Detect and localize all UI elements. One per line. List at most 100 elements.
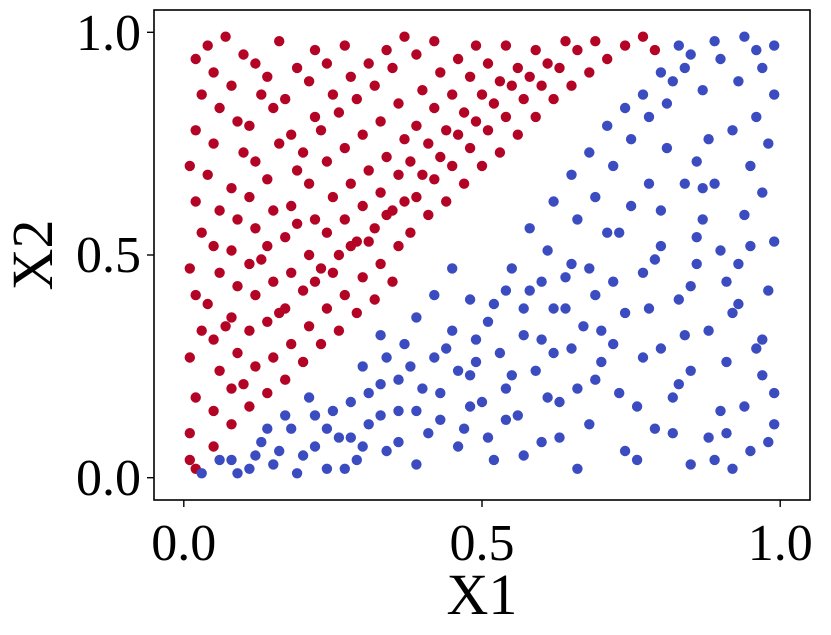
scatter-point bbox=[393, 405, 404, 417]
scatter-point bbox=[321, 463, 333, 474]
scatter-point bbox=[411, 191, 422, 203]
scatter-point bbox=[584, 67, 595, 78]
scatter-point bbox=[262, 387, 273, 399]
x-tick-label: 0.0 bbox=[151, 515, 216, 572]
scatter-point bbox=[411, 120, 422, 131]
scatter-point bbox=[226, 312, 237, 323]
scatter-point bbox=[482, 432, 494, 443]
scatter-point bbox=[494, 347, 506, 359]
scatter-point bbox=[375, 410, 386, 421]
scatter-point bbox=[220, 31, 231, 42]
scatter-point bbox=[530, 111, 541, 123]
scatter-point bbox=[232, 468, 243, 479]
scatter-point bbox=[757, 334, 768, 345]
scatter-point bbox=[399, 134, 410, 145]
scatter-point bbox=[447, 263, 458, 274]
scatter-point bbox=[238, 49, 249, 60]
scatter-point bbox=[769, 419, 780, 430]
scatter-point bbox=[303, 178, 315, 189]
scatter-point bbox=[625, 200, 637, 212]
scatter-point bbox=[339, 463, 350, 474]
scatter-point bbox=[745, 445, 756, 457]
scatter-point bbox=[536, 436, 547, 448]
scatter-point bbox=[679, 62, 690, 74]
scatter-point bbox=[679, 330, 690, 341]
scatter-point bbox=[703, 325, 714, 336]
scatter-point bbox=[339, 289, 350, 301]
scatter-point bbox=[482, 58, 494, 69]
scatter-point bbox=[590, 289, 601, 301]
scatter-point bbox=[411, 405, 422, 417]
scatter-point bbox=[208, 240, 219, 252]
scatter-point bbox=[452, 129, 464, 140]
scatter-point bbox=[333, 249, 345, 261]
scatter-point bbox=[387, 276, 398, 287]
scatter-point bbox=[757, 187, 768, 198]
scatter-point bbox=[417, 169, 428, 180]
scatter-point bbox=[411, 49, 422, 60]
scatter-point bbox=[184, 263, 195, 274]
scatter-point bbox=[488, 298, 500, 310]
scatter-point bbox=[619, 40, 631, 51]
scatter-point bbox=[280, 374, 291, 385]
scatter-point bbox=[250, 289, 261, 301]
scatter-point bbox=[542, 58, 553, 69]
scatter-point bbox=[482, 125, 494, 136]
scatter-point bbox=[381, 352, 392, 363]
scatter-point bbox=[202, 169, 213, 180]
scatter-point bbox=[452, 53, 464, 65]
scatter-point bbox=[530, 365, 541, 376]
scatter-point bbox=[536, 334, 547, 345]
scatter-point bbox=[315, 125, 327, 136]
scatter-point bbox=[226, 383, 237, 394]
scatter-point bbox=[345, 396, 356, 408]
y-tick-label: 0.5 bbox=[76, 227, 141, 284]
scatter-point bbox=[500, 40, 512, 51]
scatter-point bbox=[625, 134, 637, 145]
scatter-point bbox=[500, 414, 512, 425]
scatter-point bbox=[369, 223, 380, 234]
scatter-point bbox=[721, 276, 732, 287]
scatter-point bbox=[202, 298, 213, 310]
scatter-point bbox=[351, 93, 362, 105]
scatter-point bbox=[464, 294, 476, 305]
scatter-point bbox=[500, 111, 512, 123]
scatter-point bbox=[226, 80, 237, 91]
plot-frame bbox=[153, 9, 811, 501]
scatter-point bbox=[769, 40, 780, 51]
scatter-point bbox=[184, 352, 195, 363]
scatter-point bbox=[250, 361, 261, 372]
scatter-point bbox=[363, 419, 374, 430]
scatter-point bbox=[542, 245, 553, 256]
scatter-point bbox=[518, 330, 529, 341]
scatter-point bbox=[751, 44, 762, 56]
scatter-point bbox=[584, 263, 595, 274]
scatter-point bbox=[435, 151, 446, 163]
scatter-point bbox=[691, 156, 702, 167]
scatter-point bbox=[226, 454, 237, 466]
scatter-point bbox=[614, 387, 625, 399]
scatter-point bbox=[751, 111, 762, 123]
scatter-point bbox=[733, 76, 744, 87]
scatter-point bbox=[262, 423, 273, 434]
scatter-point bbox=[649, 423, 661, 434]
scatter-point bbox=[208, 67, 219, 78]
scatter-point bbox=[244, 463, 255, 474]
scatter-point bbox=[303, 321, 315, 332]
scatter-point bbox=[435, 67, 446, 78]
scatter-point bbox=[721, 356, 732, 368]
scatter-point bbox=[584, 147, 595, 158]
scatter-point bbox=[280, 93, 291, 105]
scatter-point bbox=[393, 240, 404, 252]
scatter-point bbox=[614, 227, 625, 238]
scatter-point bbox=[309, 410, 321, 421]
scatter-point bbox=[703, 134, 714, 145]
scatter-point bbox=[655, 240, 667, 252]
scatter-point bbox=[423, 428, 434, 439]
scatter-point bbox=[297, 285, 309, 296]
scatter-point bbox=[441, 343, 452, 354]
scatter-point bbox=[297, 147, 309, 158]
y-tick-label: 1.0 bbox=[76, 5, 141, 62]
scatter-point bbox=[745, 240, 756, 252]
scatter-point bbox=[763, 285, 774, 296]
